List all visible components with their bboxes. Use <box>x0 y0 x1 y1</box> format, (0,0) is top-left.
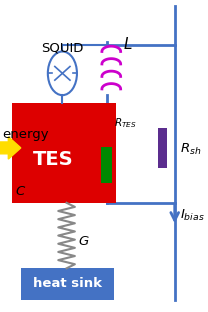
Text: $R_{TES}$: $R_{TES}$ <box>114 116 137 130</box>
FancyArrow shape <box>0 137 21 159</box>
Text: SQUID: SQUID <box>41 42 84 55</box>
Bar <box>21 268 114 300</box>
Text: heat sink: heat sink <box>33 277 102 290</box>
Text: $I_{bias}$: $I_{bias}$ <box>180 208 205 223</box>
Bar <box>158 128 167 168</box>
Text: TES: TES <box>33 150 73 168</box>
Text: energy: energy <box>2 128 49 141</box>
Text: $R_{sh}$: $R_{sh}$ <box>180 142 201 157</box>
Text: G: G <box>78 235 88 248</box>
Text: C: C <box>16 185 25 198</box>
Bar <box>12 103 116 203</box>
Text: L: L <box>124 37 132 52</box>
Bar <box>101 147 112 183</box>
